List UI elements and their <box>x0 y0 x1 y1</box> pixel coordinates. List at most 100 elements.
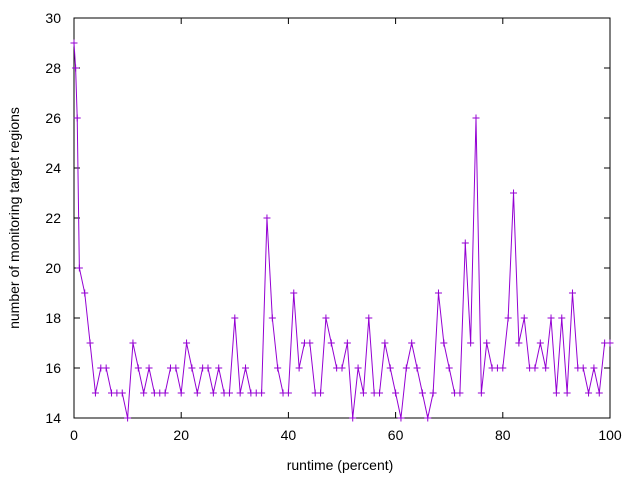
data-point <box>536 339 544 347</box>
data-point <box>542 364 550 372</box>
data-point <box>102 364 110 372</box>
data-point <box>124 414 132 422</box>
y-axis-ticks: 14 16 18 20 22 24 26 28 30 <box>45 10 610 426</box>
data-point <box>349 414 357 422</box>
data-point <box>568 289 576 297</box>
data-point <box>563 389 571 397</box>
data-point <box>515 339 523 347</box>
data-point <box>215 364 223 372</box>
data-point <box>499 364 507 372</box>
y-tick-label: 20 <box>45 260 61 276</box>
data-point <box>91 389 99 397</box>
data-point <box>258 389 266 397</box>
data-point <box>73 114 81 122</box>
data-point <box>408 339 416 347</box>
y-tick-label: 18 <box>45 310 61 326</box>
data-point <box>225 389 233 397</box>
data-point <box>579 364 587 372</box>
x-tick-label: 40 <box>281 427 297 443</box>
data-point <box>118 389 126 397</box>
data-point <box>520 314 528 322</box>
data-point <box>263 214 271 222</box>
data-point <box>424 414 432 422</box>
data-point <box>585 389 593 397</box>
data-point <box>306 339 314 347</box>
data-point <box>413 364 421 372</box>
data-point <box>376 389 384 397</box>
data-point <box>81 289 89 297</box>
data-point <box>552 389 560 397</box>
data-point <box>284 389 292 397</box>
data-point <box>236 389 244 397</box>
data-point <box>75 264 83 272</box>
y-tick-label: 24 <box>45 160 61 176</box>
data-point <box>145 364 153 372</box>
data-point <box>477 389 485 397</box>
data-point <box>456 389 464 397</box>
data-point <box>231 314 239 322</box>
data-point <box>461 239 469 247</box>
data-point <box>172 364 180 372</box>
data-point <box>590 364 598 372</box>
data-point <box>429 389 437 397</box>
data-point <box>547 314 555 322</box>
data-point <box>558 314 566 322</box>
data-point <box>354 364 362 372</box>
data-point <box>327 339 335 347</box>
x-tick-label: 20 <box>173 427 189 443</box>
data-point <box>177 389 185 397</box>
data-point <box>483 339 491 347</box>
data-point <box>418 389 426 397</box>
data-point <box>242 364 250 372</box>
data-point <box>161 389 169 397</box>
y-tick-label: 16 <box>45 360 61 376</box>
y-tick-label: 30 <box>45 10 61 26</box>
data-point <box>268 314 276 322</box>
y-tick-label: 14 <box>45 410 61 426</box>
data-point <box>193 389 201 397</box>
x-tick-label: 0 <box>70 427 78 443</box>
data-point <box>188 364 196 372</box>
data-point <box>343 339 351 347</box>
data-point <box>606 339 614 347</box>
series-layer <box>70 39 614 422</box>
data-point <box>365 314 373 322</box>
y-axis-label: number of monitoring target regions <box>6 107 22 329</box>
data-point <box>392 389 400 397</box>
y-tick-label: 22 <box>45 210 61 226</box>
data-point <box>86 339 94 347</box>
data-point <box>70 39 78 47</box>
x-tick-label: 60 <box>388 427 404 443</box>
data-point <box>397 414 405 422</box>
x-tick-label: 80 <box>495 427 511 443</box>
x-tick-label: 100 <box>598 427 622 443</box>
data-point <box>472 114 480 122</box>
data-point <box>467 339 475 347</box>
data-point <box>440 339 448 347</box>
data-point <box>338 364 346 372</box>
data-point <box>434 289 442 297</box>
data-point <box>381 339 389 347</box>
data-point <box>386 364 394 372</box>
data-point <box>129 339 137 347</box>
data-point <box>134 364 142 372</box>
data-point <box>274 364 282 372</box>
data-point <box>504 314 512 322</box>
data-point <box>183 339 191 347</box>
data-point <box>209 389 217 397</box>
x-axis-label: runtime (percent) <box>287 457 394 473</box>
data-point <box>322 314 330 322</box>
data-point <box>595 389 603 397</box>
data-point <box>72 64 80 72</box>
data-point <box>531 364 539 372</box>
y-tick-label: 28 <box>45 60 61 76</box>
data-point <box>510 189 518 197</box>
data-point <box>140 389 148 397</box>
data-point <box>204 364 212 372</box>
data-point <box>295 364 303 372</box>
x-axis-ticks: 0 20 40 60 80 100 <box>70 18 622 443</box>
data-point <box>290 289 298 297</box>
data-point <box>359 389 367 397</box>
